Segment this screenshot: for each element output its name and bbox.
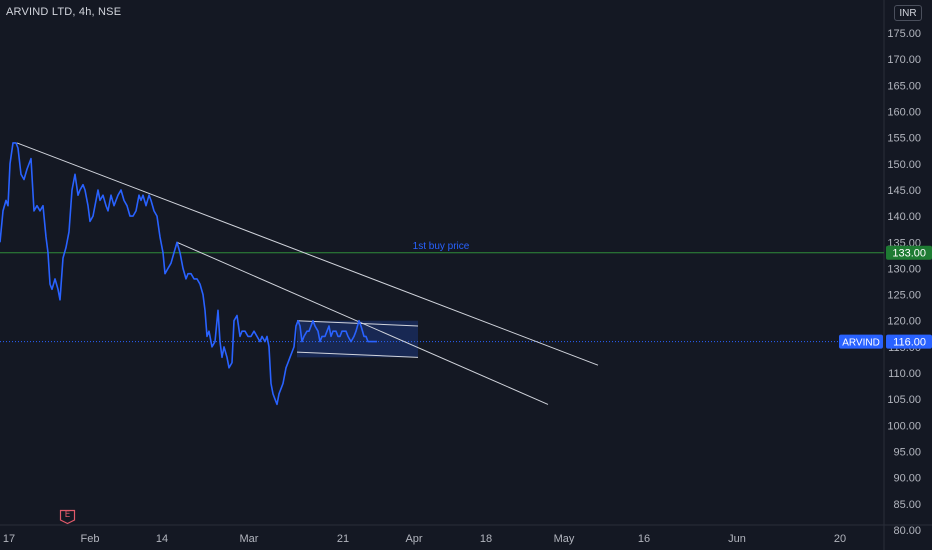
- y-tick-label: 125.00: [887, 290, 921, 302]
- x-tick-label: Jun: [728, 533, 746, 545]
- y-tick-label: 165.00: [887, 80, 921, 92]
- earnings-flag-icon[interactable]: E: [59, 509, 76, 525]
- annotation-text: 1st buy price: [413, 241, 470, 252]
- x-tick-label: 16: [638, 533, 650, 545]
- trendline-0: [16, 142, 599, 366]
- y-tick-label: 130.00: [887, 263, 921, 275]
- y-tick-label: 155.00: [887, 133, 921, 145]
- price-axis-label: 133.00: [892, 248, 926, 260]
- y-tick-label: 90.00: [893, 473, 921, 485]
- x-tick-label: Feb: [81, 533, 100, 545]
- y-tick-label: 150.00: [887, 159, 921, 171]
- y-tick-label: 105.00: [887, 394, 921, 406]
- y-tick-label: 145.00: [887, 185, 921, 197]
- y-tick-label: 80.00: [893, 525, 921, 537]
- y-tick-label: 175.00: [887, 28, 921, 40]
- price-label-bg: [886, 334, 932, 349]
- y-tick-label: 110.00: [888, 368, 921, 380]
- y-tick-label: 120.00: [887, 316, 921, 328]
- x-tick-label: 14: [156, 533, 168, 545]
- symbol-tag-label: ARVIND: [842, 338, 880, 349]
- symbol-title[interactable]: ARVIND LTD, 4h, NSE: [6, 6, 122, 18]
- trendline-3: [296, 351, 419, 358]
- y-tick-label: 170.00: [887, 54, 921, 66]
- price-axis-label: 116.00: [893, 337, 926, 349]
- x-tick-label: 18: [480, 533, 492, 545]
- y-tick-label: 160.00: [887, 107, 921, 119]
- x-tick-label: 17: [3, 533, 15, 545]
- price-series-line: [0, 142, 377, 406]
- x-tick-label: Apr: [405, 533, 422, 545]
- x-tick-label: May: [554, 533, 575, 545]
- currency-label[interactable]: INR: [894, 5, 922, 21]
- y-tick-label: 100.00: [887, 420, 921, 432]
- x-tick-label: 21: [337, 533, 349, 545]
- earnings-label: E: [64, 510, 71, 520]
- x-tick-label: Mar: [240, 533, 259, 545]
- x-tick-label: 20: [834, 533, 846, 545]
- y-tick-label: 85.00: [893, 499, 921, 511]
- y-tick-label: 140.00: [887, 211, 921, 223]
- y-tick-label: 95.00: [893, 446, 921, 458]
- price-label-bg: [886, 245, 932, 260]
- symbol-tag-bg: [839, 334, 883, 349]
